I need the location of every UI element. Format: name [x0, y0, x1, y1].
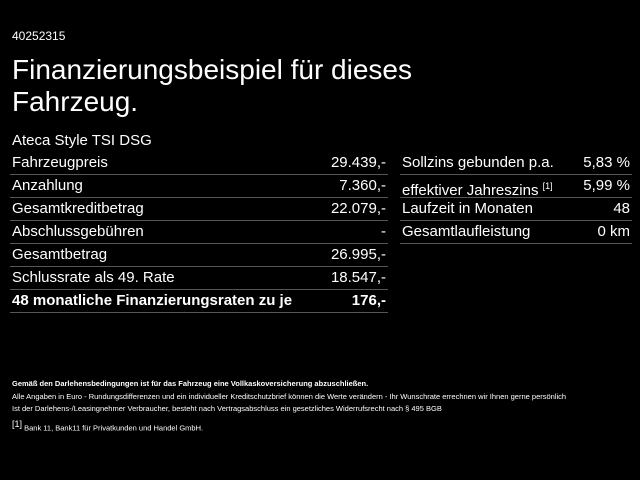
table-row: Fahrzeugpreis 29.439,- — [10, 152, 388, 175]
row-value: 26.995,- — [330, 246, 386, 263]
row-label-text: Schlussrate als 49. Rate — [12, 269, 175, 286]
row-label-text: 48 monatliche Finanzierungsraten zu je — [12, 292, 293, 309]
row-label-text: Laufzeit in Monaten — [402, 200, 533, 217]
row-label-text: effektiver Jahreszins — [402, 182, 539, 199]
row-value: 5,99 % — [583, 177, 630, 194]
note: Ist der Darlehens-/Leasingnehmer Verbrau… — [12, 404, 442, 413]
table-row: Anzahlung 7.360,- — [10, 175, 388, 198]
row-label-text: Fahrzeugpreis — [12, 154, 108, 171]
table-row: effektiver Jahreszins [1] 5,99 % — [400, 175, 632, 199]
row-value: 7.360,- — [339, 177, 386, 194]
row-label: effektiver Jahreszins [1] — [402, 175, 553, 202]
row-label-text: Anzahlung — [12, 177, 83, 194]
row-label: 48 monatliche Finanzierungsraten zu je — [12, 290, 292, 312]
table-row: Gesamtbetrag 26.995,- — [10, 244, 388, 267]
row-label-text: Gesamtlaufleistung — [402, 223, 531, 240]
row-value: 48 — [613, 200, 630, 217]
row-value: 0 km — [597, 223, 630, 240]
title-line: Finanzierungsbeispiel für dieses — [12, 54, 412, 85]
footnote-ref: [1] — [542, 181, 553, 191]
table-row: Gesamtlaufleistung 0 km — [400, 221, 632, 244]
row-label-text: Abschlussgebühren — [12, 223, 144, 240]
row-value: 18.547,- — [330, 269, 386, 286]
table-row: Gesamtkreditbetrag 22.079,- — [10, 198, 388, 221]
row-value: 5,83 % — [583, 154, 630, 171]
row-value: 176,- — [351, 292, 386, 309]
row-value: - — [381, 223, 386, 240]
row-label: Gesamtbetrag — [12, 244, 107, 266]
row-label-text: Gesamtbetrag — [12, 246, 108, 263]
row-label-text: Sollzins gebunden p.a. — [402, 154, 554, 171]
insurance-note: Gemäß den Darlehensbedingungen ist für d… — [12, 379, 369, 388]
row-label: Abschlussgebühren — [12, 221, 144, 243]
row-label: Gesamtlaufleistung — [402, 221, 530, 243]
row-label: Gesamtkreditbetrag — [12, 198, 144, 220]
row-label: Schlussrate als 49. Rate — [12, 267, 175, 289]
bank-text: Bank 11, Bank11 für Privatkunden und Han… — [24, 423, 204, 433]
row-value: 29.439,- — [330, 154, 386, 171]
table-row: Abschlussgebühren - — [10, 221, 388, 244]
row-label: Sollzins gebunden p.a. — [402, 152, 554, 174]
row-label-text: Gesamtkreditbetrag — [12, 200, 144, 217]
row-label: Laufzeit in Monaten — [402, 198, 533, 220]
table-row: Laufzeit in Monaten 48 — [400, 198, 632, 221]
footnote-ref: [1] — [12, 419, 23, 429]
bank-note: [1] Bank 11, Bank11 für Privatkunden und… — [12, 419, 203, 433]
model-name: Ateca Style TSI DSG — [12, 132, 152, 149]
table-row: Sollzins gebunden p.a. 5,83 % — [400, 152, 632, 175]
row-label: Fahrzeugpreis — [12, 152, 108, 174]
row-value: 22.079,- — [330, 200, 386, 217]
vehicle-id: 40252315 — [12, 29, 66, 43]
table-row: Schlussrate als 49. Rate 18.547,- — [10, 267, 388, 290]
note: Alle Angaben in Euro - Rundungsdifferenz… — [12, 392, 567, 401]
table-row: 48 monatliche Finanzierungsraten zu je 17… — [10, 290, 388, 313]
row-label: Anzahlung — [12, 175, 83, 197]
title-line: Fahrzeug. — [12, 86, 139, 117]
